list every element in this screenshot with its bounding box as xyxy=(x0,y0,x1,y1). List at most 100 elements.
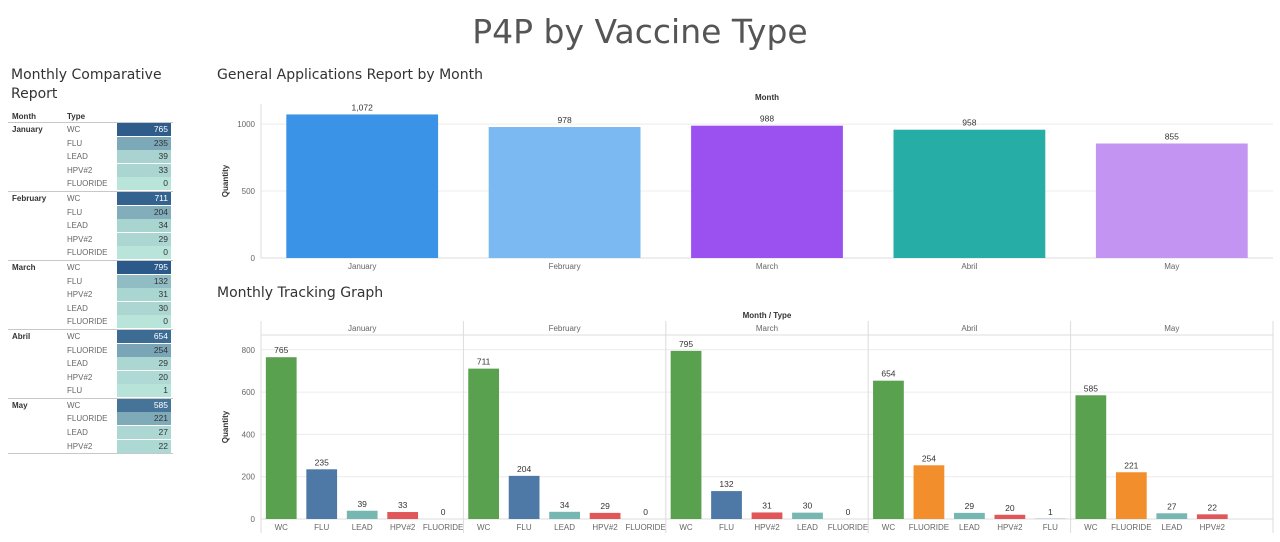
monthly-chart-title: General Applications Report by Month xyxy=(217,67,483,83)
month-label: January xyxy=(12,125,43,134)
bar xyxy=(387,512,419,519)
data-label: 30 xyxy=(803,501,813,511)
bar xyxy=(508,475,540,519)
value-cell: 795 xyxy=(117,260,171,274)
data-label: 711 xyxy=(477,357,491,367)
table-row: FLU 132 xyxy=(8,274,173,289)
data-label: 204 xyxy=(517,464,531,474)
x-tick-label: HPV#2 xyxy=(754,523,780,532)
panel-header: March xyxy=(756,324,778,333)
y-axis-label: Quantity xyxy=(221,164,230,197)
bar xyxy=(913,465,945,519)
type-cell: FLU xyxy=(67,276,83,286)
data-label: 585 xyxy=(1084,383,1098,393)
data-label: 958 xyxy=(962,118,976,128)
bar xyxy=(691,125,843,258)
x-tick-label: March xyxy=(756,262,778,271)
month-group: January WC 765 FLU 235 LEAD 39 HPV#2 33 FLUORIDE 0 xyxy=(8,122,173,191)
x-tick-label: January xyxy=(348,262,376,271)
x-tick-label: LEAD xyxy=(1161,523,1182,532)
table-row: FLUORIDE 0 xyxy=(8,177,173,191)
bar xyxy=(792,512,823,519)
table-row: HPV#2 20 xyxy=(8,370,173,385)
table-body: January WC 765 FLU 235 LEAD 39 HPV#2 33 FLUORIDE 0… xyxy=(8,122,173,455)
bar xyxy=(265,357,297,519)
data-label: 0 xyxy=(643,507,648,517)
data-label: 31 xyxy=(762,500,772,510)
x-tick-label: LEAD xyxy=(352,523,373,532)
x-tick-label: WC xyxy=(679,523,693,532)
table-row: FLUORIDE 221 xyxy=(8,412,173,426)
table-row: LEAD 30 xyxy=(8,301,173,316)
month-group: May WC 585 FLUORIDE 221 LEAD 27 HPV#2 22 xyxy=(8,397,173,455)
table-row: FLU 1 xyxy=(8,384,173,398)
x-tick-label: FLUORIDE xyxy=(828,523,868,532)
panel-header: January xyxy=(348,324,376,333)
y-tick-label: 1000 xyxy=(237,120,255,129)
chart-top-label: Month xyxy=(755,93,779,102)
data-label: 29 xyxy=(600,501,610,511)
month-label: Abril xyxy=(12,331,31,341)
type-cell: LEAD xyxy=(67,152,88,162)
x-tick-label: HPV#2 xyxy=(390,523,416,532)
y-tick-label: 0 xyxy=(251,515,256,524)
x-tick-label: FLUORIDE xyxy=(909,523,949,532)
type-cell: LEAD xyxy=(67,428,88,438)
table-row: HPV#2 31 xyxy=(8,288,173,302)
table-row: FLU 204 xyxy=(8,205,173,220)
panel-header: February xyxy=(549,324,581,333)
x-tick-label: LEAD xyxy=(554,523,575,532)
table-row: FLUORIDE 254 xyxy=(8,343,173,358)
table-row: February WC 711 xyxy=(8,191,173,206)
month-group: March WC 795 FLU 132 HPV#2 31 LEAD 30 FLUORIDE 0 xyxy=(8,259,173,329)
data-label: 132 xyxy=(719,479,733,489)
data-label: 33 xyxy=(398,500,408,510)
type-cell: WC xyxy=(67,331,81,341)
type-cell: FLU xyxy=(67,138,83,148)
type-cell: HPV#2 xyxy=(67,234,93,244)
bar xyxy=(954,512,985,519)
comparative-table: Month Type January WC 765 FLU 235 LEAD 39 HPV#2… xyxy=(8,110,173,455)
data-label: 654 xyxy=(881,369,895,379)
bar xyxy=(670,350,702,519)
value-cell: 29 xyxy=(117,357,171,371)
data-label: 1,072 xyxy=(352,102,374,112)
value-cell: 221 xyxy=(117,412,171,426)
x-tick-label: LEAD xyxy=(797,523,818,532)
type-cell: FLUORIDE xyxy=(67,414,108,424)
x-tick-label: WC xyxy=(1084,523,1098,532)
table-row: LEAD 34 xyxy=(8,219,173,233)
y-tick-label: 200 xyxy=(242,473,256,482)
x-tick-label: HPV#2 xyxy=(1200,523,1226,532)
type-cell: WC xyxy=(67,193,81,203)
data-label: 988 xyxy=(760,114,774,124)
bar xyxy=(994,514,1026,519)
x-tick-label: FLUORIDE xyxy=(625,523,665,532)
table-row: FLUORIDE 0 xyxy=(8,315,173,329)
table-row: LEAD 27 xyxy=(8,426,173,440)
bar xyxy=(711,491,742,519)
value-cell: 254 xyxy=(117,343,171,357)
bar xyxy=(1115,472,1147,519)
table-row: HPV#2 33 xyxy=(8,163,173,178)
x-tick-label: WC xyxy=(477,523,491,532)
x-tick-label: WC xyxy=(275,523,289,532)
data-label: 27 xyxy=(1167,501,1177,511)
bar xyxy=(306,469,338,519)
bar xyxy=(1095,143,1248,258)
value-cell: 33 xyxy=(117,163,171,177)
type-cell: FLUORIDE xyxy=(67,345,108,355)
value-cell: 30 xyxy=(117,301,171,315)
value-cell: 765 xyxy=(117,123,171,136)
panel-header: May xyxy=(1164,324,1179,333)
data-label: 235 xyxy=(315,457,329,467)
data-label: 0 xyxy=(441,507,446,517)
type-cell: WC xyxy=(67,400,81,410)
table-row: HPV#2 22 xyxy=(8,439,173,454)
x-tick-label: FLU xyxy=(1043,523,1058,532)
value-cell: 0 xyxy=(117,315,171,329)
y-tick-label: 0 xyxy=(251,254,256,263)
y-axis-label: Quantity xyxy=(221,410,230,443)
data-label: 221 xyxy=(1124,460,1138,470)
value-cell: 1 xyxy=(117,384,171,398)
